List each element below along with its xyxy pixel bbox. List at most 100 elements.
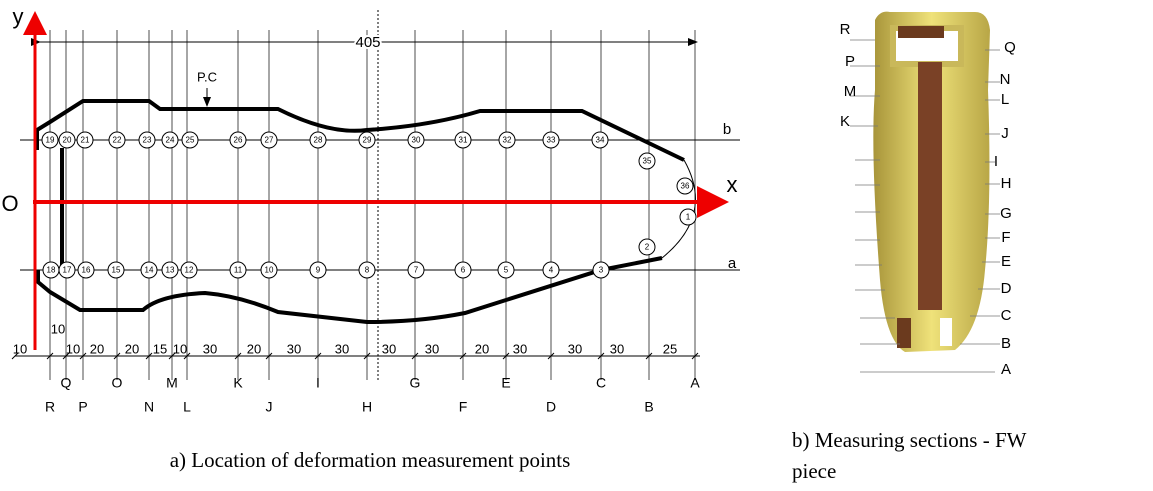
point-marker [107,261,125,279]
dim-tick [363,352,371,360]
point-marker [676,177,694,195]
section-label: R [45,399,55,415]
section-label: K [840,113,850,130]
point-marker [180,261,198,279]
section-label: R [840,21,851,38]
section-label: C [596,375,606,391]
point-marker [638,152,656,170]
point-marker [181,131,199,149]
point-label: 27 [265,136,274,145]
b-label: b [723,121,731,138]
dim-tick [113,352,121,360]
dimension: 20 [475,341,489,356]
y-label: y [13,4,24,29]
point-label: 32 [503,136,512,145]
point-marker [229,261,247,279]
point-label: 35 [643,157,652,166]
dimension: 30 [203,341,217,356]
point-marker [161,131,179,149]
point-marker [542,131,560,149]
point-label: 17 [63,266,72,275]
point-label: 12 [185,266,194,275]
point-label: 7 [414,266,419,275]
point-label: 3 [599,266,604,275]
point-marker [76,131,94,149]
section-label: L [1001,91,1009,108]
point-label: 13 [166,266,175,275]
point-label: 15 [112,266,121,275]
dim-tick [46,352,54,360]
dimension: 15 [153,341,167,356]
section-label: J [1001,125,1009,142]
profile-top [35,99,685,162]
profile-bottom [36,256,663,325]
point-label: 11 [234,266,243,275]
point-marker [260,261,278,279]
caption: b) Measuring sections - FW piece [792,428,1027,483]
section-label: D [546,399,556,415]
section-label: L [183,399,191,415]
dimension: 10 [51,321,65,336]
section-label: N [144,399,154,415]
section-lines [49,30,696,380]
length-label: 405 [355,34,380,51]
point-label: 28 [314,136,323,145]
point-marker [638,238,656,256]
point-marker [41,131,59,149]
section-label: Q [1004,39,1016,56]
point-label: 29 [363,136,372,145]
point-label: 9 [316,266,321,275]
dim-tick [597,352,605,360]
section-label: B [1001,335,1011,352]
point-label: 24 [166,136,175,145]
point-marker [309,131,327,149]
point-marker [497,261,515,279]
point-label: 21 [81,136,90,145]
dimension: 10 [66,341,80,356]
section-label: H [1001,175,1012,192]
dim-tick [145,352,153,360]
dimension: 30 [287,341,301,356]
section-label: F [1001,229,1010,246]
point-marker [140,261,158,279]
point-label: 30 [412,136,421,145]
section-label: P [78,399,87,415]
point-marker [309,261,327,279]
point-marker [592,261,610,279]
point-marker [591,131,609,149]
dimension: 20 [125,341,139,356]
dim-tick [183,352,191,360]
point-label: 16 [82,266,91,275]
section-label: B [644,399,653,415]
section-label: C [1001,307,1012,324]
origin-label: O [1,191,18,216]
point-marker [454,131,472,149]
point-label: 1 [686,213,691,222]
point-marker [407,131,425,149]
x-label: x [727,172,738,197]
a-label: a [728,255,737,272]
section-label: G [1000,205,1012,222]
point-marker [161,261,179,279]
dim-tick [62,352,70,360]
point-label: 2 [645,243,650,252]
dimension: 30 [568,341,582,356]
point-marker [77,261,95,279]
section-label: I [316,375,320,391]
section-label: A [1001,361,1011,378]
dimension: 30 [335,341,349,356]
section-label: M [166,375,178,391]
point-label: 31 [459,136,468,145]
dimension: 25 [663,341,677,356]
dim-tick [691,352,699,360]
point-label: 25 [186,136,195,145]
point-marker [138,131,156,149]
section-label: A [690,375,700,391]
point-label: 34 [596,136,605,145]
dim-tick [411,352,419,360]
section-label: I [994,153,998,170]
dim-tick [79,352,87,360]
section-label: E [1001,253,1011,270]
